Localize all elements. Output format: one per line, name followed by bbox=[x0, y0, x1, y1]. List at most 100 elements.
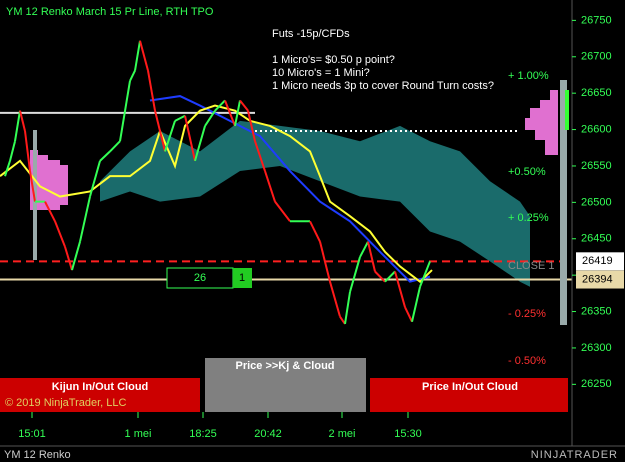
line-segment bbox=[154, 110, 166, 152]
annotation: 1 Micro's= $0.50 p point? bbox=[272, 54, 395, 66]
annotation: 1 Micro needs 3p to cover Round Turn cos… bbox=[272, 80, 494, 92]
line-segment bbox=[44, 201, 56, 222]
line-segment bbox=[309, 220, 321, 243]
line-segment bbox=[274, 201, 291, 222]
line-segment bbox=[109, 140, 121, 153]
y-tick-label: 26600 bbox=[581, 123, 612, 135]
line-segment bbox=[367, 241, 376, 272]
button[interactable] bbox=[205, 358, 366, 412]
button-label[interactable]: Price >>Kj & Cloud bbox=[235, 360, 334, 372]
line-segment bbox=[419, 260, 431, 288]
line-segment bbox=[394, 271, 406, 308]
counter-value: 1 bbox=[239, 272, 245, 284]
line-segment bbox=[339, 316, 346, 325]
line-segment bbox=[174, 114, 186, 122]
y-tick-label: 26300 bbox=[581, 342, 612, 354]
line-segment bbox=[264, 170, 276, 202]
line bbox=[0, 104, 433, 284]
line-segment bbox=[349, 256, 361, 293]
line-segment bbox=[374, 270, 386, 283]
percent-label: + 1.00% bbox=[508, 70, 549, 82]
line-segment bbox=[64, 246, 73, 271]
percent-label: +0.50% bbox=[508, 166, 546, 178]
percent-label: - 0.25% bbox=[508, 308, 546, 320]
x-tick-label: 15:01 bbox=[18, 428, 46, 440]
line-segment bbox=[359, 241, 369, 258]
line-segment bbox=[9, 140, 16, 162]
price-marker bbox=[576, 270, 624, 289]
range-bar bbox=[560, 80, 567, 325]
line-segment bbox=[329, 281, 341, 317]
line-segment bbox=[214, 99, 226, 112]
copyright: © 2019 NinjaTrader, LLC bbox=[5, 397, 126, 409]
line bbox=[149, 95, 431, 283]
y-tick-label: 26450 bbox=[581, 233, 612, 245]
line-segment bbox=[234, 100, 241, 127]
line-segment bbox=[54, 220, 66, 248]
line-segment bbox=[89, 160, 101, 197]
x-tick-label: 1 mei bbox=[125, 428, 152, 440]
line-segment bbox=[224, 100, 236, 127]
axes: 2625026300263502640026450265002655026600… bbox=[18, 14, 624, 440]
line-segment bbox=[99, 150, 111, 162]
x-tick-label: 18:25 bbox=[189, 428, 217, 440]
line-segment bbox=[119, 80, 131, 142]
cloud bbox=[100, 120, 530, 287]
x-tick-label: 20:42 bbox=[254, 428, 282, 440]
y-tick-label: 26750 bbox=[581, 14, 612, 26]
line-segment bbox=[134, 40, 141, 71]
y-tick-label: 26350 bbox=[581, 305, 612, 317]
y-tick-label: 26500 bbox=[581, 196, 612, 208]
line-segment bbox=[24, 130, 31, 172]
price-marker-label: 26394 bbox=[582, 273, 613, 285]
line-segment bbox=[239, 99, 249, 112]
button[interactable] bbox=[0, 378, 200, 412]
annotation: 10 Micro's = 1 Mini? bbox=[272, 67, 370, 79]
range-bar bbox=[33, 130, 37, 260]
series-layer bbox=[0, 40, 433, 325]
percent-label: + 0.25% bbox=[508, 212, 549, 224]
line-segment bbox=[194, 125, 206, 162]
line-segment bbox=[4, 160, 11, 177]
line-segment bbox=[204, 110, 216, 127]
line-segment bbox=[147, 70, 156, 111]
line-segment bbox=[319, 241, 331, 282]
line-segment bbox=[79, 196, 91, 242]
line-segment bbox=[411, 286, 421, 322]
line-segment bbox=[29, 170, 36, 202]
price-marker-label: 26419 bbox=[582, 255, 613, 267]
line-segment bbox=[184, 115, 196, 162]
chart-title: YM 12 Renko March 15 Pr Line, RTH TPO bbox=[6, 6, 214, 18]
line-segment bbox=[129, 70, 136, 82]
y-tick-label: 26550 bbox=[581, 160, 612, 172]
logo: NINJATRADER bbox=[531, 449, 618, 461]
price-marker bbox=[576, 252, 624, 271]
line-segment bbox=[139, 40, 149, 71]
line-segment bbox=[14, 110, 21, 142]
percent-label: - 0.50% bbox=[508, 355, 546, 367]
footer: YM 12 Renko bbox=[4, 449, 71, 461]
line-segment bbox=[19, 110, 26, 132]
counter-box bbox=[233, 268, 252, 288]
button-label[interactable]: Kijun In/Out Cloud bbox=[52, 381, 149, 393]
y-tick-label: 26700 bbox=[581, 51, 612, 63]
percent-label: CLOSE 1 bbox=[508, 260, 554, 272]
x-tick-label: 15:30 bbox=[394, 428, 422, 440]
line-segment bbox=[404, 306, 413, 323]
line-segment bbox=[164, 120, 176, 152]
y-tick-label: 26250 bbox=[581, 378, 612, 390]
counter-value: 26 bbox=[194, 272, 206, 284]
line-segment bbox=[344, 291, 351, 325]
annotation: Futs -15p/CFDs bbox=[272, 28, 350, 40]
y-tick-label: 26650 bbox=[581, 87, 612, 99]
line-segment bbox=[254, 140, 266, 172]
button[interactable] bbox=[370, 378, 568, 412]
line-segment bbox=[247, 110, 256, 142]
line-segment bbox=[71, 241, 81, 271]
tpo-profile bbox=[30, 90, 558, 210]
line-segment bbox=[384, 270, 396, 283]
button-label[interactable]: Price In/Out Cloud bbox=[422, 381, 518, 393]
x-tick-label: 2 mei bbox=[329, 428, 356, 440]
